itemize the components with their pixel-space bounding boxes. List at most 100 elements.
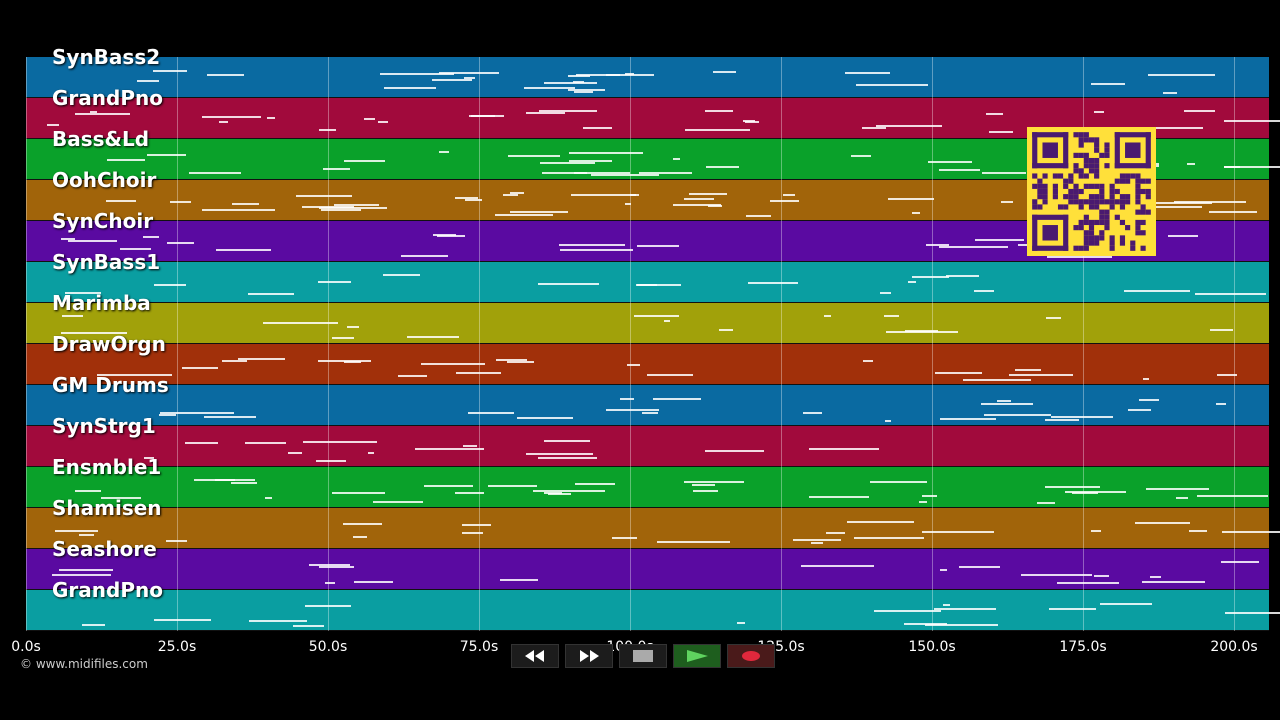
- note-mark: [166, 540, 187, 542]
- note-mark: [500, 579, 538, 581]
- fast-forward-button[interactable]: [565, 644, 613, 668]
- note-mark: [415, 448, 484, 450]
- note-mark: [154, 619, 211, 621]
- note-mark: [1216, 403, 1226, 405]
- note-mark: [75, 490, 101, 492]
- note-mark: [319, 566, 354, 568]
- note-mark: [539, 110, 597, 112]
- note-mark: [323, 168, 350, 170]
- note-mark: [248, 293, 294, 295]
- note-mark: [319, 129, 336, 131]
- note-mark: [963, 379, 1031, 381]
- note-mark: [437, 235, 465, 237]
- note-mark: [1153, 127, 1203, 129]
- note-mark: [62, 315, 83, 317]
- note-mark: [1001, 201, 1013, 203]
- note-mark: [560, 249, 633, 251]
- note-mark: [207, 74, 244, 76]
- note-mark: [456, 372, 501, 374]
- note-mark: [982, 172, 1026, 174]
- note-mark: [1222, 531, 1280, 533]
- note-mark: [65, 292, 101, 294]
- note-mark: [888, 198, 934, 200]
- note-mark: [1065, 491, 1126, 493]
- note-mark: [642, 412, 658, 414]
- note-mark: [606, 74, 654, 76]
- note-mark: [143, 236, 159, 238]
- note-mark: [468, 412, 514, 414]
- note-mark: [222, 360, 247, 362]
- note-mark: [1091, 83, 1125, 85]
- note-mark: [824, 315, 831, 317]
- note-mark: [540, 162, 595, 164]
- note-mark: [318, 281, 351, 283]
- qr-code: [1027, 127, 1156, 256]
- grid-line: [1083, 57, 1084, 631]
- note-mark: [1142, 581, 1205, 583]
- note-mark: [1051, 416, 1113, 418]
- note-mark: [939, 169, 980, 171]
- note-mark: [811, 542, 823, 544]
- stop-button[interactable]: [619, 644, 667, 668]
- note-mark: [653, 398, 701, 400]
- note-mark: [1224, 166, 1280, 168]
- note-mark: [935, 372, 982, 374]
- track-label: Bass&Ld: [52, 127, 150, 151]
- note-mark: [574, 91, 593, 93]
- note-mark: [383, 274, 420, 276]
- track-label: Seashore: [52, 537, 157, 561]
- note-mark: [263, 322, 338, 324]
- note-mark: [745, 121, 759, 123]
- note-mark: [692, 484, 715, 486]
- note-mark: [693, 490, 718, 492]
- note-mark: [826, 532, 845, 534]
- note-mark: [685, 129, 750, 131]
- note-mark: [1221, 561, 1259, 563]
- note-mark: [664, 320, 670, 322]
- note-mark: [986, 113, 1003, 115]
- note-mark: [344, 361, 361, 363]
- note-mark: [464, 77, 475, 79]
- note-mark: [1046, 317, 1061, 319]
- note-mark: [542, 172, 587, 174]
- note-mark: [1187, 163, 1195, 165]
- transport-controls: [511, 644, 775, 668]
- track-label: SynBass2: [52, 45, 161, 69]
- note-mark: [507, 361, 534, 363]
- note-mark: [1210, 329, 1233, 331]
- note-mark: [946, 275, 979, 277]
- note-mark: [984, 414, 1051, 416]
- note-mark: [462, 532, 483, 534]
- note-mark: [620, 398, 634, 400]
- note-mark: [625, 203, 631, 205]
- play-button[interactable]: [673, 644, 721, 668]
- note-mark: [657, 541, 730, 543]
- note-mark: [975, 239, 1024, 241]
- note-mark: [863, 360, 873, 362]
- note-mark: [1057, 582, 1119, 584]
- note-mark: [912, 212, 920, 214]
- rewind-button[interactable]: [511, 644, 559, 668]
- note-mark: [61, 238, 75, 240]
- grid-line: [781, 57, 782, 631]
- note-mark: [538, 283, 599, 285]
- note-mark: [215, 479, 235, 481]
- note-mark: [673, 204, 721, 206]
- note-mark: [47, 124, 59, 126]
- note-mark: [912, 276, 949, 278]
- note-mark: [343, 523, 382, 525]
- note-mark: [576, 74, 620, 76]
- note-mark: [884, 315, 899, 317]
- note-mark: [332, 492, 385, 494]
- note-mark: [79, 534, 94, 536]
- rewind-icon: [525, 650, 544, 662]
- note-mark: [159, 414, 176, 416]
- note-mark: [874, 610, 941, 612]
- note-mark: [1139, 399, 1159, 401]
- note-mark: [856, 84, 928, 86]
- note-mark: [296, 195, 352, 197]
- note-mark: [862, 127, 886, 129]
- note-mark: [316, 460, 346, 462]
- track-label: SynStrg1: [52, 414, 156, 438]
- record-button[interactable]: [727, 644, 775, 668]
